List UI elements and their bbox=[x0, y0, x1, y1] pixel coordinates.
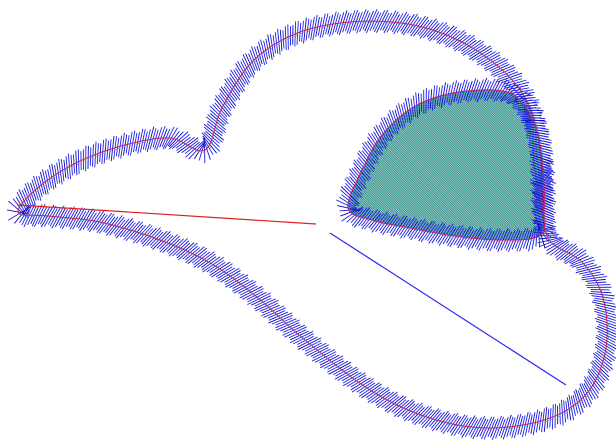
fill-stitch bbox=[347, 89, 492, 241]
fill-stitch bbox=[347, 89, 487, 241]
fill-stitch bbox=[440, 89, 545, 241]
inner-satin-centerline bbox=[347, 89, 546, 241]
fill-stitch bbox=[454, 89, 545, 241]
fill-stitch bbox=[347, 89, 462, 241]
jump-stitch-red bbox=[17, 204, 317, 225]
jump-stitch-blue bbox=[329, 232, 567, 386]
fill-stitch bbox=[426, 89, 545, 241]
fill-stitch bbox=[420, 89, 545, 241]
fill-stitch bbox=[347, 89, 489, 241]
fill-stitch bbox=[347, 89, 503, 241]
fill-stitch bbox=[452, 89, 545, 241]
fill-stitch bbox=[347, 89, 478, 241]
fill-stitch bbox=[422, 89, 545, 241]
fill-stitch bbox=[347, 89, 476, 241]
fill-stitch bbox=[449, 89, 545, 241]
inner-band-satin-border bbox=[335, 77, 557, 253]
fill-stitch bbox=[459, 89, 545, 241]
fill-stitch bbox=[417, 89, 545, 241]
fill-stitch bbox=[472, 89, 545, 241]
fill-stitch bbox=[347, 89, 473, 241]
fill-stitch bbox=[399, 89, 545, 241]
fill-stitch bbox=[431, 89, 545, 241]
fill-stitch bbox=[461, 89, 545, 241]
fill-stitch bbox=[468, 89, 545, 241]
fill-stitch bbox=[406, 89, 545, 241]
fill-stitch bbox=[456, 89, 545, 241]
fill-stitch bbox=[433, 89, 545, 241]
fill-stitch bbox=[347, 89, 499, 241]
fill-stitch bbox=[403, 89, 545, 241]
fill-stitch bbox=[394, 89, 545, 241]
fill-stitch bbox=[410, 89, 545, 241]
fill-stitch bbox=[347, 89, 485, 241]
fill-stitch bbox=[347, 89, 501, 241]
fill-stitch bbox=[466, 89, 545, 241]
fill-stitch bbox=[470, 89, 545, 241]
fill-stitch bbox=[429, 89, 545, 241]
fill-stitch bbox=[347, 89, 505, 241]
outer-hat-satin-border bbox=[7, 9, 616, 440]
fill-stitch bbox=[408, 89, 545, 241]
fill-stitch bbox=[415, 89, 545, 241]
fill-stitch bbox=[413, 89, 545, 241]
fill-stitch bbox=[401, 89, 545, 241]
fill-stitch bbox=[477, 89, 545, 241]
fill-stitch bbox=[424, 89, 545, 241]
fill-stitch bbox=[463, 89, 545, 241]
inner-satin-underlay bbox=[348, 91, 547, 242]
fill-stitch bbox=[397, 89, 545, 241]
